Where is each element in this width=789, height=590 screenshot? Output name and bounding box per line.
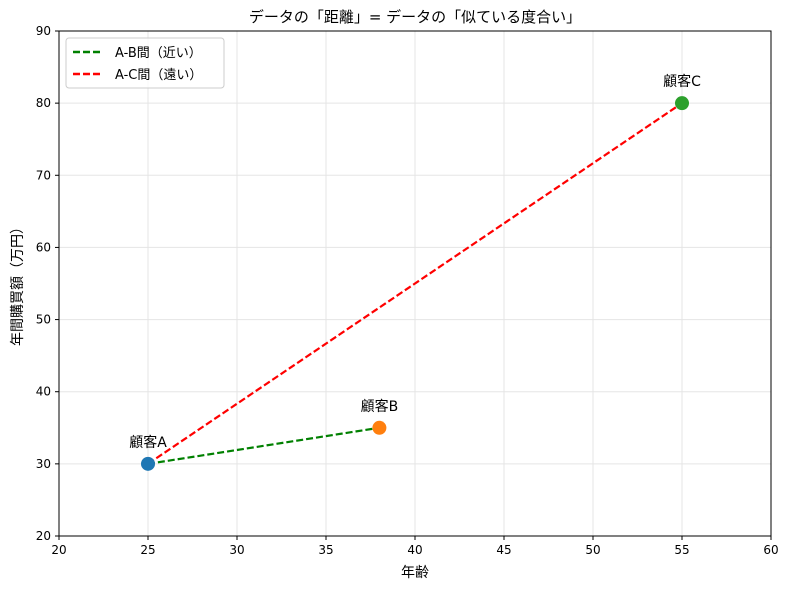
data-point (141, 456, 155, 471)
y-tick-label: 60 (36, 240, 51, 254)
y-tick-label: 20 (36, 529, 51, 543)
axis-ticks: 20 25 30 35 40 45 50 55 60 20 30 40 50 60 70 80 90 (36, 24, 779, 557)
x-tick-label: 40 (407, 543, 422, 557)
data-point (372, 420, 387, 435)
x-tick-label: 60 (763, 543, 778, 557)
chart-title: データの「距離」= データの「似ている度合い」 (249, 8, 581, 26)
x-tick-label: 45 (496, 543, 511, 557)
data-point (675, 96, 689, 111)
y-tick-label: 80 (36, 96, 51, 110)
legend: A-B間（近い） A-C間（遠い） (65, 37, 225, 89)
point-label: 顧客C (663, 73, 701, 90)
point-label: 顧客A (129, 434, 167, 451)
x-tick-label: 50 (585, 543, 600, 557)
distance-line-0 (147, 426, 380, 465)
y-tick-label: 70 (36, 168, 51, 182)
y-tick-label: 40 (36, 385, 51, 399)
x-tick-label: 35 (318, 543, 333, 557)
y-tick-label: 90 (36, 24, 51, 38)
data-points: 顧客A 顧客B 顧客C (129, 73, 701, 471)
x-tick-label: 30 (229, 543, 244, 557)
legend-box (65, 37, 225, 89)
x-tick-label: 20 (51, 543, 66, 557)
x-tick-label: 55 (674, 543, 689, 557)
legend-label-ac: A-C間（遠い） (115, 68, 202, 83)
y-tick-label: 50 (36, 313, 51, 327)
y-axis-label: 年間購買額（万円） (10, 220, 26, 346)
distance-line-1 (147, 102, 683, 465)
x-axis-label: 年齢 (401, 565, 429, 581)
point-label: 顧客B (361, 398, 399, 415)
legend-label-ab: A-B間（近い） (115, 46, 202, 61)
x-tick-label: 25 (140, 543, 155, 557)
y-tick-label: 30 (36, 457, 51, 471)
distance-lines (147, 102, 683, 465)
